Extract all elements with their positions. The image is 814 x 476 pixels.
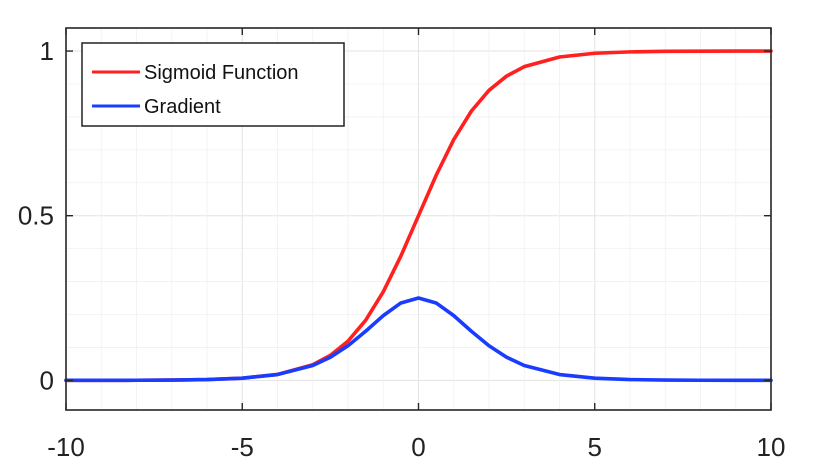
y-tick-label: 1: [40, 36, 54, 66]
legend-label-gradient: Gradient: [144, 96, 221, 118]
y-tick-label: 0.5: [18, 201, 54, 231]
tick-labels: -10 -5 0 5 10 0 0.5 1: [18, 36, 786, 462]
x-tick-label: 5: [588, 432, 602, 462]
x-tick-label: -5: [231, 432, 254, 462]
legend-box: [81, 42, 345, 127]
axis-ticks: [65, 28, 772, 410]
gradient-line: [64, 296, 773, 383]
series-lines: [64, 49, 773, 383]
legend: Sigmoid Function Gradient: [81, 42, 345, 127]
y-tick-label: 0: [40, 365, 54, 395]
x-tick-label: 10: [757, 432, 786, 462]
x-tick-label: -10: [47, 432, 85, 462]
x-tick-label: 0: [411, 432, 425, 462]
legend-label-sigmoid: Sigmoid Function: [144, 62, 299, 84]
